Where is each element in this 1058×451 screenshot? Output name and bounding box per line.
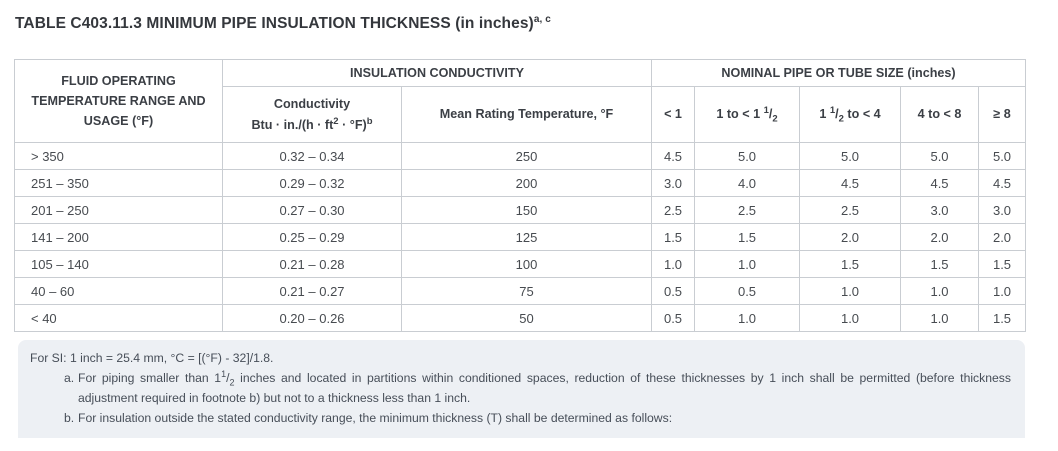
- cell-size: 4.5: [978, 169, 1027, 198]
- footnote-panel: For SI: 1 inch = 25.4 mm, °C = [(°F) - 3…: [18, 340, 1025, 439]
- cell-size: 2.0: [799, 223, 902, 252]
- cell-size: 2.5: [651, 196, 696, 225]
- cell-conductivity: 0.20 – 0.26: [222, 304, 402, 333]
- cell-mean-temp: 50: [400, 304, 653, 333]
- cell-size: 1.5: [978, 250, 1027, 279]
- cell-conductivity: 0.21 – 0.27: [222, 277, 402, 306]
- cell-size: 2.0: [978, 223, 1027, 252]
- cell-size: 4.5: [900, 169, 980, 198]
- cell-temp-range: 201 – 250: [14, 196, 223, 225]
- cell-temp-range: 141 – 200: [14, 223, 223, 252]
- cell-temp-range: 105 – 140: [14, 250, 223, 279]
- cell-size: 1.5: [978, 304, 1027, 333]
- cell-size: 3.0: [651, 169, 696, 198]
- cell-size: 1.5: [900, 250, 980, 279]
- cell-temp-range: < 40: [14, 304, 223, 333]
- table-row: 40 – 60 0.21 – 0.27 75 0.5 0.5 1.0 1.0 1…: [14, 277, 1027, 306]
- cell-size: 1.0: [978, 277, 1027, 306]
- header-nominal-pipe-size: NOMINAL PIPE OR TUBE SIZE (inches): [651, 59, 1027, 88]
- cell-mean-temp: 200: [400, 169, 653, 198]
- cell-size: 4.0: [694, 169, 801, 198]
- footnote-a-marker: a.: [64, 371, 75, 386]
- cell-size: 0.5: [651, 277, 696, 306]
- cell-size: 1.5: [651, 223, 696, 252]
- cell-size: 3.0: [978, 196, 1027, 225]
- cell-size: 1.0: [799, 277, 902, 306]
- cell-mean-temp: 75: [400, 277, 653, 306]
- cell-size: 1.0: [900, 304, 980, 333]
- cell-size: 5.0: [978, 142, 1027, 171]
- cell-size: 4.5: [799, 169, 902, 198]
- cell-size: 5.0: [799, 142, 902, 171]
- page-title-footnote-marks: a, c: [533, 14, 551, 25]
- cell-size: 1.0: [694, 250, 801, 279]
- cell-size: 1.0: [900, 277, 980, 306]
- header-size-1-to-1half: 1 to < 1 1/2: [694, 86, 801, 144]
- header-size-lt-1: < 1: [651, 86, 696, 144]
- cell-temp-range: 251 – 350: [14, 169, 223, 198]
- cell-mean-temp: 125: [400, 223, 653, 252]
- insulation-thickness-table: FLUID OPERATING TEMPERATURE RANGE AND US…: [14, 59, 1027, 333]
- cell-conductivity: 0.25 – 0.29: [222, 223, 402, 252]
- table-row: 201 – 250 0.27 – 0.30 150 2.5 2.5 2.5 3.…: [14, 196, 1027, 225]
- table-row: < 40 0.20 – 0.26 50 0.5 1.0 1.0 1.0 1.5: [14, 304, 1027, 333]
- cell-conductivity: 0.32 – 0.34: [222, 142, 402, 171]
- cell-conductivity: 0.21 – 0.28: [222, 250, 402, 279]
- cell-conductivity: 0.27 – 0.30: [222, 196, 402, 225]
- footnote-b-text: For insulation outside the stated conduc…: [78, 411, 673, 426]
- table-row: 141 – 200 0.25 – 0.29 125 1.5 1.5 2.0 2.…: [14, 223, 1027, 252]
- table-row: 251 – 350 0.29 – 0.32 200 3.0 4.0 4.5 4.…: [14, 169, 1027, 198]
- header-conductivity: Conductivity Btu · in./(h · ft2 · °F)b: [222, 86, 402, 144]
- header-fluid-temp-range: FLUID OPERATING TEMPERATURE RANGE AND US…: [14, 59, 223, 144]
- cell-size: 4.5: [651, 142, 696, 171]
- header-size-1half-to-4: 1 1/2 to < 4: [799, 86, 902, 144]
- footnote-b: b. For insulation outside the stated con…: [30, 408, 1011, 428]
- cell-size: 1.5: [799, 250, 902, 279]
- header-group-row: FLUID OPERATING TEMPERATURE RANGE AND US…: [14, 59, 1027, 144]
- cell-size: 2.5: [694, 196, 801, 225]
- cell-conductivity: 0.29 – 0.32: [222, 169, 402, 198]
- table-row: 105 – 140 0.21 – 0.28 100 1.0 1.0 1.5 1.…: [14, 250, 1027, 279]
- header-mean-rating-temperature: Mean Rating Temperature, °F: [400, 86, 653, 144]
- footnote-a-text: For piping smaller than 11/2 inches and …: [78, 369, 1011, 406]
- header-size-ge-8: ≥ 8: [978, 86, 1027, 144]
- page-title-text: TABLE C403.11.3 MINIMUM PIPE INSULATION …: [15, 15, 534, 33]
- cell-mean-temp: 100: [400, 250, 653, 279]
- cell-size: 5.0: [694, 142, 801, 171]
- header-insulation-conductivity: INSULATION CONDUCTIVITY: [221, 59, 653, 88]
- cell-size: 1.0: [651, 250, 696, 279]
- cell-size: 1.0: [799, 304, 902, 333]
- cell-size: 2.5: [799, 196, 902, 225]
- table-row: > 350 0.32 – 0.34 250 4.5 5.0 5.0 5.0 5.…: [14, 142, 1027, 171]
- cell-temp-range: > 350: [14, 142, 223, 171]
- cell-size: 0.5: [651, 304, 696, 333]
- footnote-a: a. For piping smaller than 11/2 inches a…: [30, 368, 1011, 408]
- header-conductivity-units: Btu · in./(h · ft2 · °F)b: [251, 115, 373, 132]
- si-conversion-note: For SI: 1 inch = 25.4 mm, °C = [(°F) - 3…: [30, 351, 274, 366]
- cell-size: 0.5: [694, 277, 801, 306]
- cell-mean-temp: 250: [400, 142, 653, 171]
- footnote-b-marker: b.: [64, 411, 75, 426]
- cell-size: 2.0: [900, 223, 980, 252]
- cell-temp-range: 40 – 60: [14, 277, 223, 306]
- cell-size: 3.0: [900, 196, 980, 225]
- cell-mean-temp: 150: [400, 196, 653, 225]
- header-conductivity-title: Conductivity: [273, 97, 351, 112]
- page-title: TABLE C403.11.3 MINIMUM PIPE INSULATION …: [15, 14, 1058, 33]
- header-size-4-to-8: 4 to < 8: [900, 86, 980, 144]
- cell-size: 1.0: [694, 304, 801, 333]
- cell-size: 5.0: [900, 142, 980, 171]
- cell-size: 1.5: [694, 223, 801, 252]
